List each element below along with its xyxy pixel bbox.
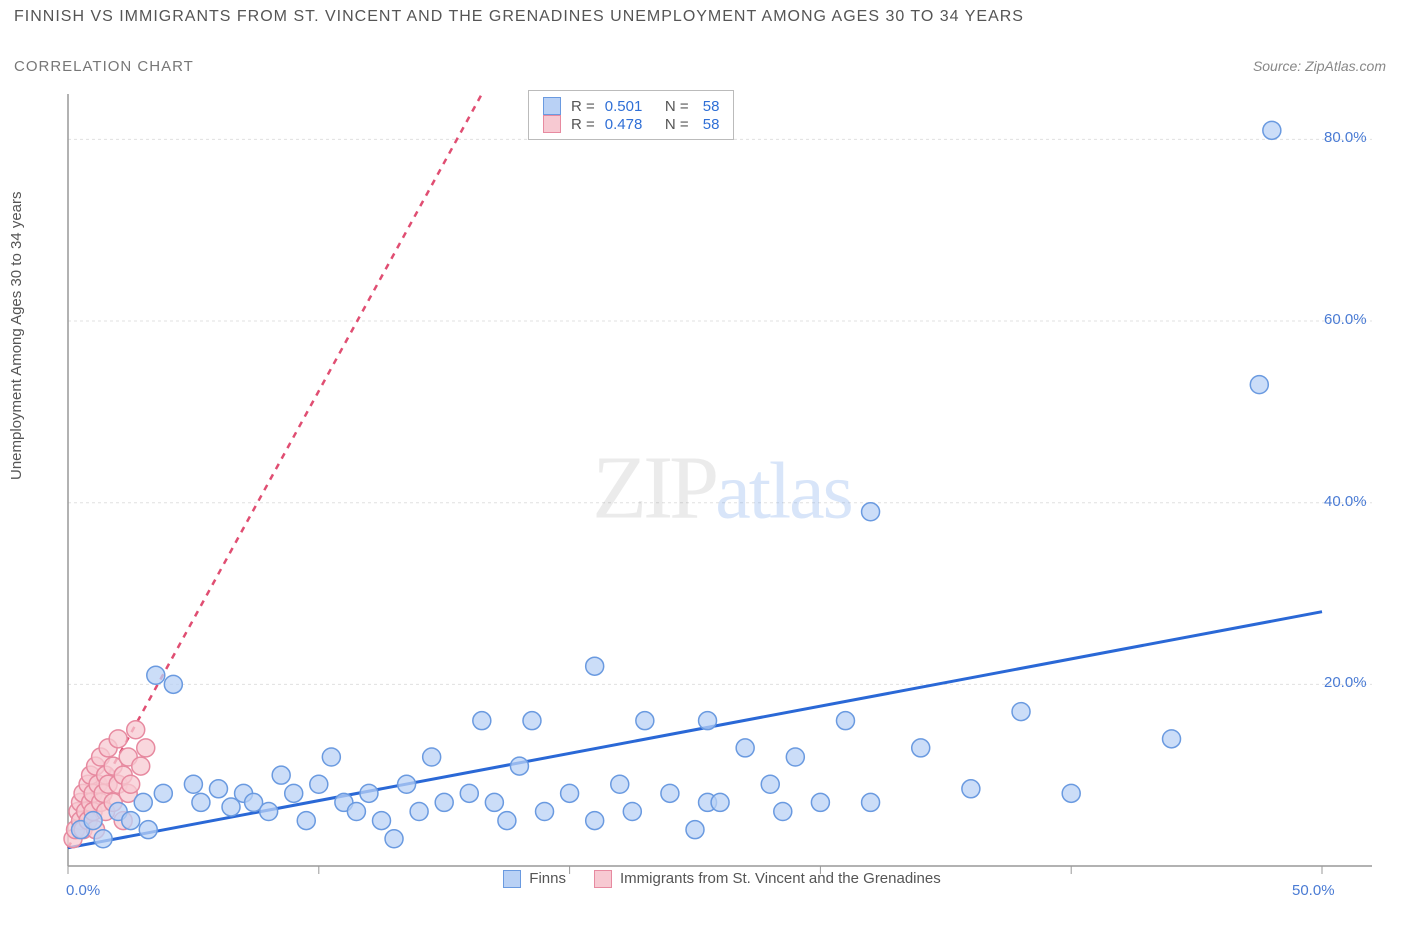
stats-box: R = 0.501 N = 58R = 0.478 N = 58 <box>528 90 734 140</box>
finns-point <box>260 803 278 821</box>
finns-point <box>184 775 202 793</box>
finns-point <box>192 793 210 811</box>
finns-point <box>623 803 641 821</box>
finns-point <box>460 784 478 802</box>
legend-swatch <box>594 870 612 888</box>
y-axis-label: Unemployment Among Ages 30 to 34 years <box>8 191 25 480</box>
finns-point <box>912 739 930 757</box>
finns-trendline <box>68 612 1322 848</box>
finns-point <box>699 712 717 730</box>
finns-point <box>84 812 102 830</box>
svg_immigrants-point <box>137 739 155 757</box>
plot-area: R = 0.501 N = 58R = 0.478 N = 58 ZIPatla… <box>62 88 1382 888</box>
chart-subtitle: CORRELATION CHART <box>14 58 194 75</box>
finns-point <box>322 748 340 766</box>
source-label: Source: ZipAtlas.com <box>1253 58 1386 74</box>
finns-point <box>139 821 157 839</box>
finns-point <box>1012 703 1030 721</box>
finns-point <box>94 830 112 848</box>
y-tick-label: 80.0% <box>1324 129 1367 146</box>
legend-label: Finns <box>529 870 566 887</box>
finns-point <box>297 812 315 830</box>
finns-point <box>836 712 854 730</box>
stats-r-value: 0.501 <box>605 98 643 115</box>
stats-swatch <box>543 115 561 133</box>
finns-point <box>347 803 365 821</box>
finns-point <box>523 712 541 730</box>
finns-point <box>1263 121 1281 139</box>
svg_immigrants-point <box>122 775 140 793</box>
finns-point <box>164 675 182 693</box>
finns-point <box>423 748 441 766</box>
finns-point <box>147 666 165 684</box>
finns-point <box>686 821 704 839</box>
stats-n-label: N = <box>652 116 692 133</box>
stats-n-value: 58 <box>703 98 720 115</box>
finns-point <box>761 775 779 793</box>
finns-point <box>285 784 303 802</box>
finns-point <box>498 812 516 830</box>
finns-point <box>661 784 679 802</box>
finns-point <box>711 793 729 811</box>
finns-point <box>410 803 428 821</box>
finns-point <box>862 793 880 811</box>
finns-point <box>510 757 528 775</box>
legend-item: Finns <box>503 870 566 888</box>
legend-swatch <box>503 870 521 888</box>
stats-n-label: N = <box>652 98 692 115</box>
finns-point <box>1250 376 1268 394</box>
finns-point <box>962 780 980 798</box>
finns-point <box>561 784 579 802</box>
bottom-legend: Finns Immigrants from St. Vincent and the… <box>62 870 1382 888</box>
finns-point <box>134 793 152 811</box>
finns-point <box>385 830 403 848</box>
finns-point <box>586 812 604 830</box>
scatter-plot <box>62 88 1382 888</box>
finns-point <box>310 775 328 793</box>
finns-point <box>435 793 453 811</box>
finns-point <box>154 784 172 802</box>
legend-item: Immigrants from St. Vincent and the Gren… <box>594 870 941 888</box>
finns-point <box>485 793 503 811</box>
finns-point <box>736 739 754 757</box>
finns-point <box>1163 730 1181 748</box>
finns-point <box>611 775 629 793</box>
finns-point <box>122 812 140 830</box>
finns-point <box>272 766 290 784</box>
stats-n-value: 58 <box>703 116 720 133</box>
finns-point <box>862 503 880 521</box>
svg_immigrants-point <box>132 757 150 775</box>
finns-point <box>209 780 227 798</box>
finns-point <box>811 793 829 811</box>
finns-point <box>536 803 554 821</box>
finns-point <box>373 812 391 830</box>
finns-point <box>636 712 654 730</box>
finns-point <box>398 775 416 793</box>
finns-point <box>774 803 792 821</box>
y-tick-label: 60.0% <box>1324 311 1367 328</box>
chart-title: FINNISH VS IMMIGRANTS FROM ST. VINCENT A… <box>14 8 1024 26</box>
finns-point <box>360 784 378 802</box>
finns-point <box>786 748 804 766</box>
stats-row: R = 0.478 N = 58 <box>543 115 719 133</box>
y-tick-label: 40.0% <box>1324 493 1367 510</box>
stats-r-label: R = <box>571 116 595 133</box>
stats-r-value: 0.478 <box>605 116 643 133</box>
stats-r-label: R = <box>571 98 595 115</box>
svg_immigrants-point <box>109 730 127 748</box>
y-tick-label: 20.0% <box>1324 674 1367 691</box>
finns-point <box>586 657 604 675</box>
legend-label: Immigrants from St. Vincent and the Gren… <box>620 870 941 887</box>
stats-swatch <box>543 97 561 115</box>
finns-point <box>473 712 491 730</box>
finns-point <box>1062 784 1080 802</box>
svg_immigrants-point <box>127 721 145 739</box>
stats-row: R = 0.501 N = 58 <box>543 97 719 115</box>
